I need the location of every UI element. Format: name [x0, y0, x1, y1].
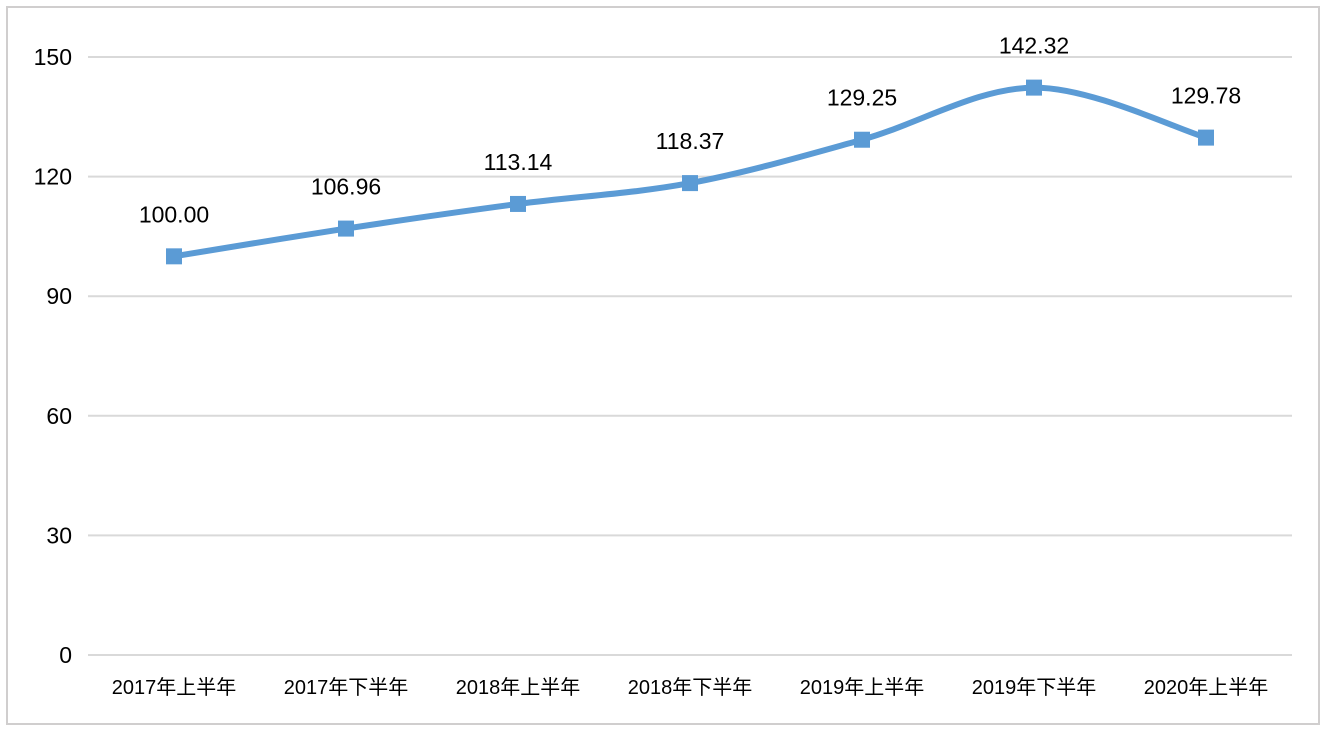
data-point-marker: [510, 195, 526, 212]
x-category-label: 2017年上半年: [112, 676, 237, 699]
x-category-label: 2020年上半年: [1144, 676, 1269, 699]
data-point-marker: [166, 248, 182, 265]
data-point-marker: [682, 175, 698, 192]
y-tick-label: 150: [34, 44, 72, 70]
data-label: 106.96: [311, 174, 381, 200]
x-category-label: 2018年上半年: [456, 676, 581, 699]
data-label: 118.37: [656, 128, 725, 154]
chart-frame: [6, 6, 1320, 725]
data-point-marker: [338, 220, 354, 237]
series-line: [171, 84, 1209, 260]
data-point-marker: [1026, 79, 1042, 96]
x-category-label: 2018年下半年: [628, 676, 753, 699]
data-label: 142.32: [999, 33, 1069, 59]
y-tick-label: 0: [59, 642, 72, 668]
y-tick-label: 90: [46, 283, 72, 309]
y-tick-label: 120: [34, 164, 72, 190]
data-label: 129.25: [827, 85, 897, 111]
x-category-label: 2017年下半年: [284, 676, 409, 699]
data-label: 129.78: [1171, 83, 1241, 109]
y-tick-label: 60: [46, 403, 72, 429]
y-tick-label: 30: [46, 522, 72, 548]
data-label: 113.14: [484, 149, 553, 175]
data-point-marker: [854, 131, 870, 148]
data-point-marker: [1198, 129, 1214, 146]
x-category-label: 2019年上半年: [800, 676, 925, 699]
data-label: 100.00: [139, 201, 209, 227]
x-category-label: 2019年下半年: [972, 676, 1097, 699]
